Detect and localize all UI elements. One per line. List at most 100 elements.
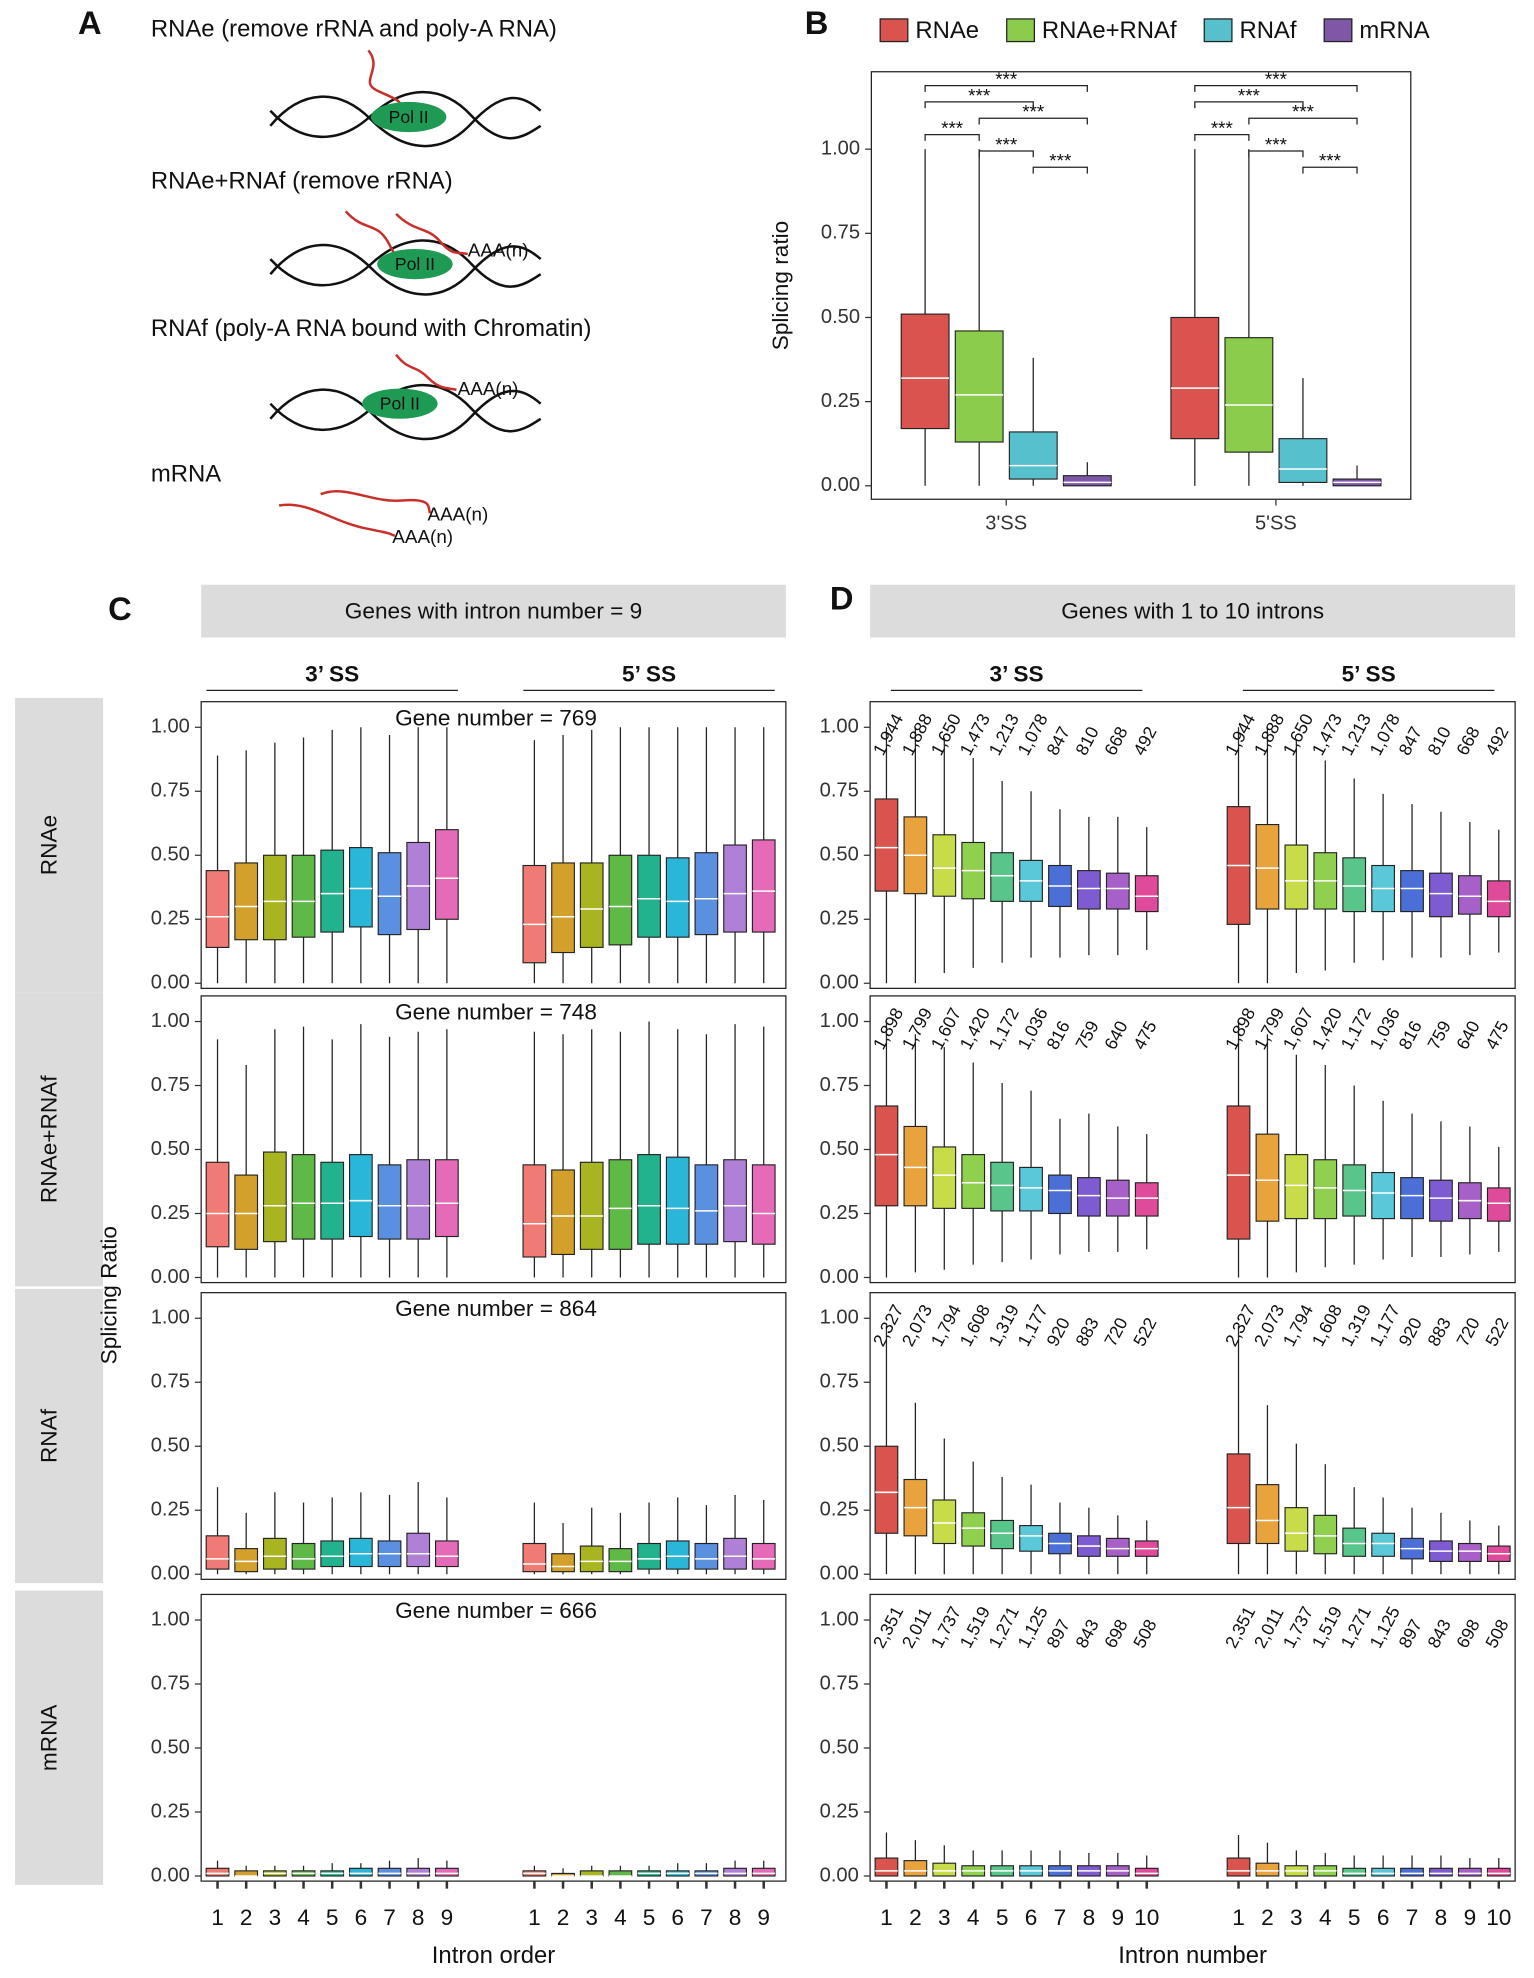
y-tick-label: 0.00 [151, 1563, 190, 1585]
box [320, 1161, 345, 1240]
significance-label: *** [995, 69, 1018, 90]
strip-header [201, 584, 786, 638]
count-label: 759 [1071, 1017, 1102, 1052]
strip-header [870, 584, 1516, 638]
count-label: 847 [1394, 723, 1425, 758]
box [874, 798, 899, 892]
count-label: 759 [1423, 1017, 1454, 1052]
enzyme-label: Pol II [380, 394, 420, 414]
y-tick-label: 0.00 [820, 972, 859, 994]
box [1278, 438, 1328, 483]
box [961, 1512, 986, 1547]
x-tick-label: 5 [326, 1905, 339, 1930]
box [1134, 875, 1159, 913]
box [320, 1540, 345, 1568]
box [903, 1860, 928, 1877]
panel-label: A [78, 4, 102, 41]
y-tick-label: 1.00 [820, 1010, 859, 1032]
plot-frame [869, 701, 1516, 989]
box [377, 852, 402, 936]
significance-label: *** [1238, 85, 1261, 106]
box [723, 1159, 747, 1243]
legend-swatch [1203, 18, 1233, 43]
y-tick-label: 0.75 [151, 1371, 190, 1393]
box [1400, 870, 1424, 913]
box [579, 862, 604, 948]
box [348, 1867, 373, 1877]
x-tick-label: 4 [614, 1905, 627, 1930]
box [262, 854, 287, 941]
box [1255, 823, 1280, 910]
box [1284, 1154, 1309, 1220]
box [1371, 1171, 1395, 1220]
y-tick-label: 0.25 [820, 1800, 859, 1822]
x-axis-label: Intron number [1118, 1942, 1267, 1969]
box [1342, 1867, 1367, 1877]
box [874, 1105, 899, 1207]
box [1429, 1179, 1453, 1222]
box [665, 1156, 690, 1245]
count-label: 883 [1423, 1314, 1455, 1349]
y-tick-label: 0.00 [820, 1864, 859, 1886]
significance-bracket [1194, 101, 1304, 109]
box [1342, 1527, 1367, 1557]
box [406, 1159, 431, 1240]
box [522, 864, 547, 964]
box [990, 1519, 1015, 1550]
box [1486, 1187, 1511, 1222]
polya-tail: AAA(n) [428, 504, 489, 525]
step-title: RNAf (poly-A RNA bound with Chromatin) [151, 315, 592, 342]
rna-strand [395, 353, 457, 392]
rna-strand [278, 503, 396, 537]
panel-label: B [805, 4, 829, 41]
box [990, 1161, 1015, 1212]
significance-bracket [1302, 166, 1358, 174]
box [637, 854, 661, 938]
y-tick-label: 0.75 [821, 222, 860, 244]
y-tick-label: 0.50 [820, 1138, 859, 1160]
x-tick-label: 2 [557, 1905, 570, 1930]
x-tick-label: 3 [938, 1905, 951, 1930]
significance-label: *** [941, 118, 964, 139]
count-label: 847 [1042, 723, 1073, 758]
box [522, 1542, 547, 1573]
box [1105, 1537, 1130, 1557]
strip-title: Genes with intron number = 9 [345, 598, 642, 623]
count-label: 508 [1481, 1616, 1513, 1651]
significance-bracket [1194, 133, 1250, 141]
box [637, 1154, 661, 1245]
y-tick-label: 0.00 [151, 1864, 190, 1886]
box [579, 1870, 604, 1877]
x-tick-label: 9 [441, 1905, 454, 1930]
count-label: 897 [1394, 1616, 1425, 1651]
count-label: 698 [1452, 1616, 1484, 1651]
enzyme-label: Pol II [389, 107, 429, 127]
plot-frame [200, 1292, 787, 1580]
y-tick-label: 0.75 [820, 1074, 859, 1096]
x-tick-label: 7 [1406, 1905, 1419, 1930]
box [723, 844, 747, 933]
box [1062, 475, 1112, 487]
x-tick-label: 8 [729, 1905, 742, 1930]
y-tick-label: 0.00 [821, 474, 860, 496]
plot-frame [200, 1593, 787, 1882]
box [608, 1548, 633, 1573]
box [637, 1542, 661, 1570]
box [1134, 1867, 1159, 1877]
box [1255, 1862, 1280, 1877]
box [1313, 1159, 1338, 1220]
box [1457, 875, 1482, 915]
box [434, 1540, 459, 1568]
gene-number: Gene number = 748 [395, 1000, 597, 1025]
box [406, 1532, 431, 1568]
gene-number: Gene number = 666 [395, 1598, 597, 1623]
polya-tail: AAA(n) [458, 378, 519, 399]
box [320, 849, 345, 933]
x-tick-label: 2 [1261, 1905, 1274, 1930]
box [900, 313, 950, 430]
x-tick-label: 5 [996, 1905, 1009, 1930]
panel-label: D [830, 580, 854, 617]
strip-title: Genes with 1 to 10 introns [1061, 598, 1324, 623]
x-tick-label: 5 [643, 1905, 656, 1930]
x-tick-label: 3 [1290, 1905, 1303, 1930]
